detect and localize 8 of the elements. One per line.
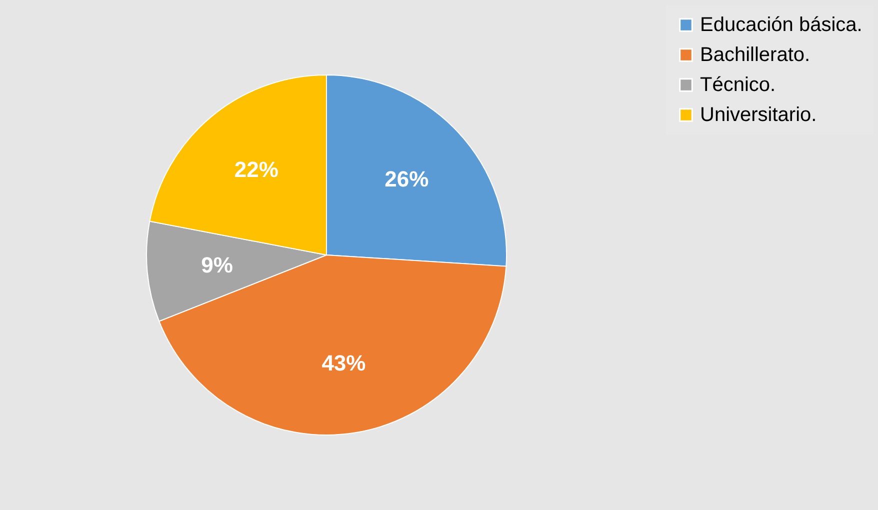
legend-label: Bachillerato. <box>700 44 810 66</box>
data-label: 26% <box>384 166 429 192</box>
data-label: 22% <box>234 157 278 182</box>
data-label: 43% <box>322 350 366 376</box>
data-label: 9% <box>201 252 233 278</box>
legend-label: Educación básica. <box>700 14 862 36</box>
legend-label: Universitario. <box>700 104 817 126</box>
legend-label: Técnico. <box>700 74 776 96</box>
